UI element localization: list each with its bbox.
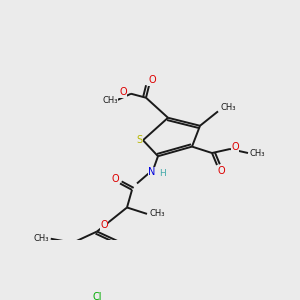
Text: O: O [100,220,108,230]
Text: O: O [148,75,156,85]
Text: N: N [148,167,156,177]
Text: CH₃: CH₃ [220,103,236,112]
Text: O: O [231,142,239,152]
Text: CH₃: CH₃ [33,234,49,243]
Text: O: O [119,87,127,97]
Text: CH₃: CH₃ [249,148,265,158]
Text: S: S [136,135,142,145]
Text: O: O [111,174,119,184]
Text: CH₃: CH₃ [149,209,165,218]
Text: H: H [159,169,165,178]
Text: O: O [217,166,225,176]
Text: CH₃: CH₃ [102,96,118,105]
Text: Cl: Cl [92,292,102,300]
